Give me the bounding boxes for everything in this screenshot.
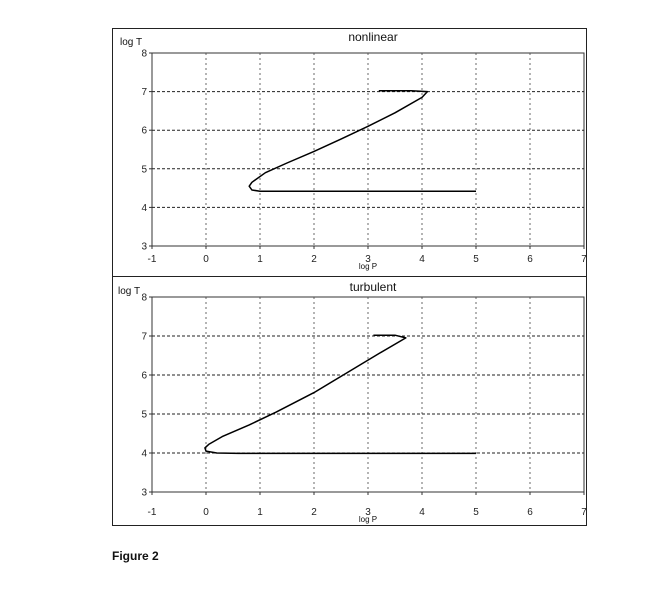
- x-tick-label: 4: [419, 507, 425, 518]
- x-tick-label: 6: [527, 254, 533, 265]
- chart-title: nonlinear: [348, 30, 397, 44]
- x-tick-label: 7: [581, 254, 587, 265]
- x-tick-label: -1: [148, 507, 157, 518]
- x-tick-label: 5: [473, 507, 479, 518]
- series-line: [248, 90, 476, 192]
- x-tick-label: 4: [419, 254, 425, 265]
- y-tick-label: 4: [141, 449, 147, 460]
- x-tick-label: 1: [257, 507, 263, 518]
- x-tick-label: 1: [257, 254, 263, 265]
- figure-frame: [112, 28, 587, 526]
- x-tick-label: 3: [365, 254, 371, 265]
- chart-panel-turbulent: 3 4 5 6 7 8 -1 0 1 2 3 4 5 6 7 turbulent log T log P: [118, 280, 587, 524]
- y-tick-label: 6: [141, 371, 147, 382]
- y-tick-label: 3: [141, 242, 147, 253]
- x-axis-label: log P: [359, 515, 377, 524]
- x-tick-label: 2: [311, 507, 317, 518]
- y-tick-label: 7: [141, 332, 147, 343]
- y-tick-label: 6: [141, 126, 147, 137]
- series-line: [204, 334, 476, 455]
- x-tick-label: -1: [148, 254, 157, 265]
- chart-title: turbulent: [350, 280, 397, 294]
- y-axis-label: log T: [118, 286, 140, 297]
- panel-divider: [112, 276, 587, 277]
- y-tick-label: 3: [141, 488, 147, 499]
- y-axis-label: log T: [120, 37, 142, 48]
- x-tick-label: 0: [203, 254, 209, 265]
- y-tick-label: 5: [141, 164, 147, 175]
- x-tick-label: 6: [527, 507, 533, 518]
- y-tick-label: 7: [141, 87, 147, 98]
- figure-caption: Figure 2: [112, 549, 159, 563]
- chart-panel-nonlinear: 3 4 5 6 7 8 -1 0 1 2 3 4 5 6 7 nonlinear log T log P: [120, 30, 587, 271]
- x-tick-label: 2: [311, 254, 317, 265]
- y-tick-label: 8: [141, 49, 147, 60]
- y-tick-label: 4: [141, 203, 147, 214]
- x-tick-label: 0: [203, 507, 209, 518]
- y-tick-label: 5: [141, 410, 147, 421]
- x-axis-label: log P: [359, 262, 377, 271]
- x-tick-label: 3: [365, 507, 371, 518]
- x-tick-label: 7: [581, 507, 587, 518]
- y-tick-label: 8: [141, 293, 147, 304]
- x-tick-label: 5: [473, 254, 479, 265]
